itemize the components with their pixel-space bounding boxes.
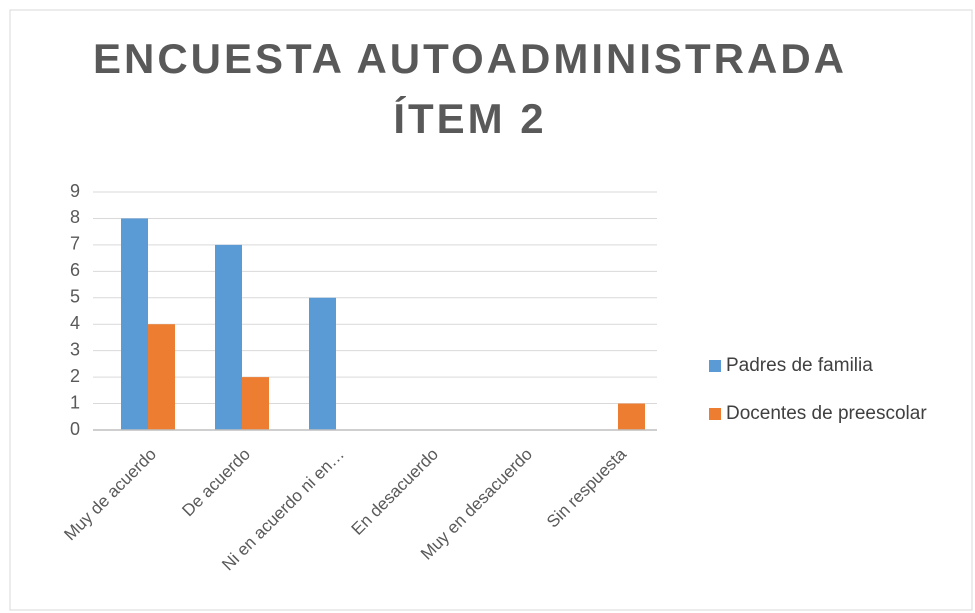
- y-tick-label: 5: [70, 287, 80, 307]
- y-tick-label: 0: [70, 419, 80, 439]
- bar: [618, 403, 645, 430]
- y-tick-label: 9: [70, 181, 80, 201]
- y-tick-label: 2: [70, 366, 80, 386]
- y-tick-label: 8: [70, 207, 80, 227]
- chart-border: [9, 9, 973, 611]
- legend-label: Padres de familia: [726, 355, 873, 376]
- legend-label: Docentes de preescolar: [726, 403, 927, 424]
- bar: [148, 324, 175, 430]
- y-tick-label: 4: [70, 313, 80, 333]
- legend-swatch: [709, 408, 721, 420]
- y-tick-label: 7: [70, 234, 80, 254]
- chart-title: ENCUESTA AUTOADMINISTRADA: [93, 35, 847, 82]
- bar: [121, 218, 148, 430]
- legend-swatch: [709, 360, 721, 372]
- chart-title: ÍTEM 2: [393, 95, 546, 142]
- y-tick-label: 6: [70, 260, 80, 280]
- bar: [242, 377, 269, 430]
- bar: [215, 244, 242, 430]
- bar: [309, 297, 336, 430]
- y-tick-label: 3: [70, 339, 80, 359]
- y-tick-label: 1: [70, 392, 80, 412]
